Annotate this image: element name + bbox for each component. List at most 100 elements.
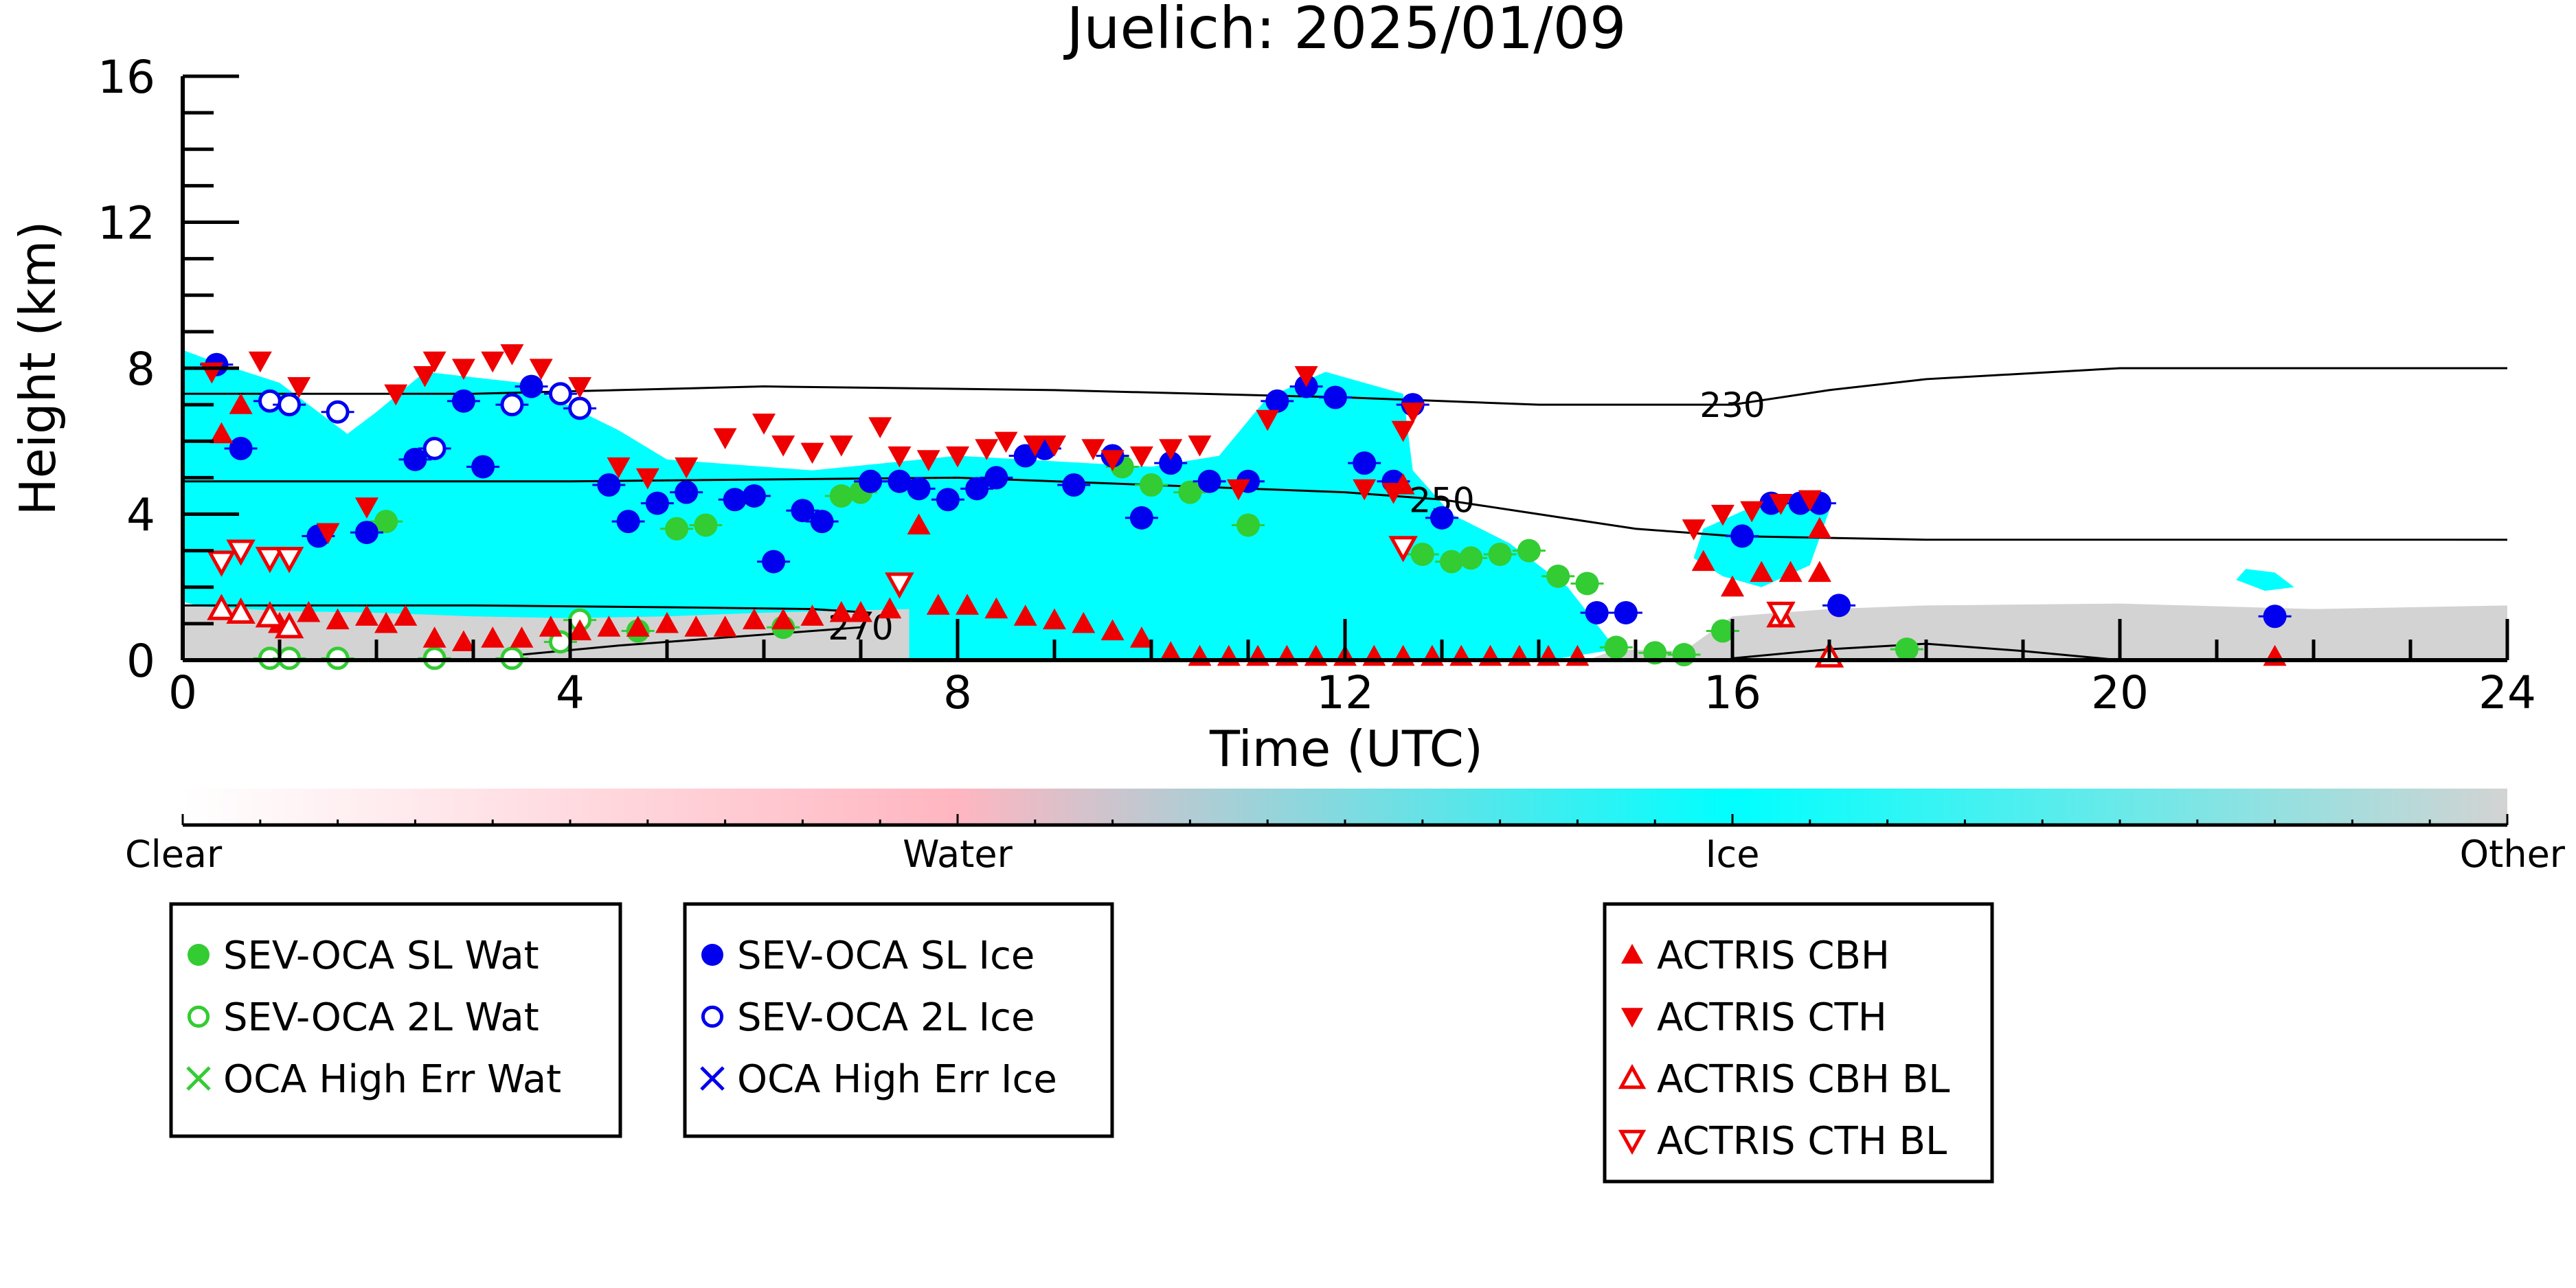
data-point (597, 615, 621, 637)
data-point (481, 351, 505, 373)
data-point (956, 594, 980, 615)
data-point (2263, 605, 2287, 629)
cloud-region-ice (2236, 569, 2294, 591)
data-point (771, 608, 795, 630)
data-point (229, 393, 253, 414)
x-tick-label: 12 (1316, 666, 1374, 719)
data-point (226, 597, 256, 624)
data-point (1226, 479, 1250, 501)
data-point (713, 615, 737, 637)
x-stroke (186, 1066, 211, 1091)
data-point (568, 619, 592, 641)
data-point (568, 376, 592, 398)
data-point (1778, 561, 1803, 583)
data-point (519, 374, 543, 398)
data-point (1459, 546, 1483, 570)
legend-marker (1618, 1129, 1647, 1155)
data-point (800, 442, 824, 464)
data-point (1807, 517, 1831, 539)
data-point (607, 457, 631, 479)
x-axis-label: Time (UTC) (1209, 720, 1483, 778)
x-tick-label: 0 (168, 666, 197, 719)
legend-label: SEV-OCA SL Ice (737, 934, 1035, 978)
x-tick-label: 4 (556, 666, 585, 719)
colorbar: Clear Water Ice Other (125, 789, 2566, 876)
data-point (1043, 435, 1066, 457)
data-point (1256, 409, 1280, 431)
data-point (1614, 600, 1638, 624)
data-point (1294, 366, 1318, 387)
x-ticks: 0 4 8 12 16 20 24 (168, 619, 2536, 719)
data-point (597, 473, 621, 497)
data-point (1197, 469, 1221, 493)
data-point (1023, 435, 1047, 457)
data-point (984, 466, 1008, 490)
data-point (1766, 601, 1796, 629)
data-point (451, 630, 475, 652)
data-point (810, 510, 834, 534)
legend-marker (1618, 1063, 1647, 1089)
series-sev-oca-sl-ice (200, 352, 2292, 629)
data-point (255, 547, 285, 574)
data-point (1710, 504, 1735, 526)
data-point (1730, 524, 1754, 548)
data-point (274, 547, 304, 574)
data-point (1178, 480, 1202, 504)
data-point (568, 396, 592, 420)
data-point (510, 626, 534, 648)
data-point (1585, 600, 1609, 624)
data-point (742, 608, 766, 630)
colorbar-gradient (183, 789, 2507, 824)
data-point (791, 499, 815, 523)
data-point (258, 389, 282, 413)
legend-label: OCA High Err Ice (737, 1057, 1057, 1102)
data-point (713, 428, 737, 449)
data-point (1710, 619, 1735, 643)
data-point (403, 447, 427, 471)
data-point (1081, 439, 1105, 460)
contour-line (183, 476, 2507, 541)
data-point (859, 469, 883, 493)
data-point (529, 359, 553, 380)
legend-marker (187, 1005, 210, 1028)
data-point (354, 521, 379, 545)
data-point (500, 393, 524, 417)
data-point (1140, 473, 1163, 497)
data-point (694, 513, 718, 537)
legend-box: SEV-OCA SL Ice SEV-OCA 2L Ice OCA High Err… (683, 902, 1114, 1138)
data-point (1159, 451, 1183, 475)
series-actris-cth-bl (207, 536, 1796, 629)
series-actris-cth (200, 344, 1822, 545)
data-point (1129, 446, 1153, 468)
data-point (255, 601, 285, 628)
x-tick-label: 16 (1704, 666, 1761, 719)
y-tick-label: 12 (98, 197, 155, 250)
data-point (422, 351, 447, 373)
data-point (500, 344, 524, 365)
axes: 0 4 8 12 16 20 24 0 4 8 12 16 (98, 51, 2536, 719)
legend-label: OCA High Err Wat (223, 1057, 561, 1102)
series-sev-oca-2l-ice (253, 382, 597, 460)
x-stroke (700, 1066, 725, 1091)
y-tick-label: 16 (98, 51, 155, 104)
y-tick-label: 0 (126, 635, 155, 688)
data-point (374, 611, 398, 633)
legend-frame (1603, 902, 1994, 1184)
data-point (762, 550, 786, 574)
data-point (1750, 561, 1774, 583)
data-point (994, 431, 1018, 453)
data-point (471, 455, 495, 479)
data-point (1895, 637, 1919, 662)
data-point (675, 457, 699, 479)
legend-box: SEV-OCA SL Wat SEV-OCA 2L Wat OCA High Err… (169, 902, 622, 1138)
data-point (635, 468, 659, 490)
data-point (1672, 643, 1696, 667)
data-point (907, 513, 931, 535)
data-point (645, 491, 669, 515)
data-point (422, 626, 447, 648)
data-point (888, 446, 912, 468)
data-point (1159, 641, 1183, 662)
data-point (1188, 435, 1212, 457)
colorbar-label: Water (903, 833, 1013, 876)
data-point (1691, 550, 1715, 572)
